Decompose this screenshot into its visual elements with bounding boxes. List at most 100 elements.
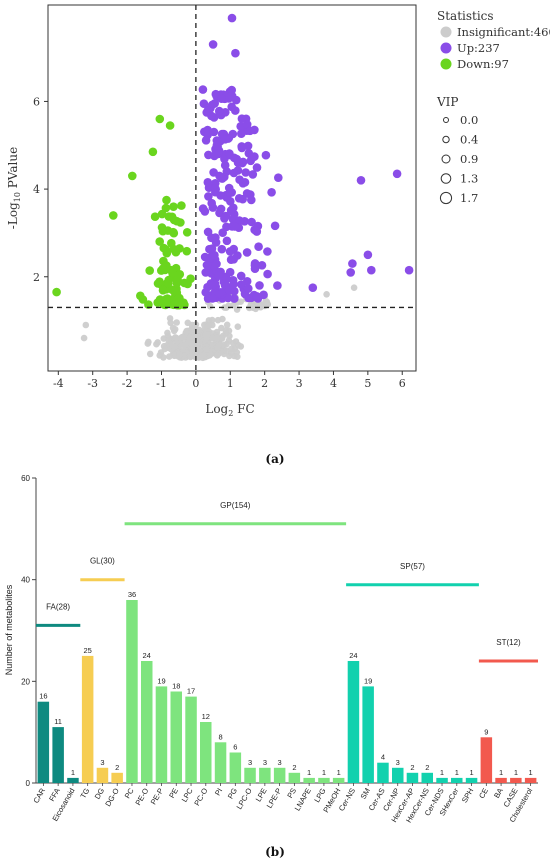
scatter-point-up [217,244,227,254]
scatter-point-up [236,271,246,281]
bar-lpc-o [244,767,256,784]
scatter-point-up [203,106,213,115]
scatter-point-down [180,278,189,288]
scatter-point-up [201,136,211,145]
vip-size-swatch [439,191,453,205]
scatter-point-insignificant [350,284,358,292]
bar-value-label: 1 [470,768,474,777]
bar-category-label: FFA [47,787,62,803]
bar-value-label: 1 [514,768,518,777]
scatter-point-down [155,277,164,287]
bar-value-label: 8 [219,732,223,741]
bar-value-label: 24 [143,651,151,660]
scatter-point-down [165,121,175,130]
vip-size-label: 0.0 [460,113,478,127]
scatter-point-up [203,294,213,303]
scatter-point-insignificant [166,315,174,322]
bar-hexcer-ns [421,772,433,783]
scatter-point-down [161,203,171,213]
x-tick-label: 2 [261,377,268,390]
scatter-point-up [273,281,282,290]
scatter-point-up [200,252,210,262]
scatter-point-up [211,187,220,197]
bar-y-axis-label: Number of metabolites [4,584,14,675]
scatter-point-insignificant [229,339,237,347]
scatter-point-down [159,300,169,309]
scatter-point-insignificant [171,326,179,333]
scatter-point-up [228,129,238,139]
bar-case [510,777,522,783]
legend-vip-title: VIP [436,95,458,109]
scatter-point-up [259,290,268,300]
scatter-point-up [222,274,231,283]
scatter-point-up [392,169,402,179]
scatter-point-insignificant [173,334,180,342]
bar-value-label: 1 [499,768,503,777]
volcano-x-axis-label: Log2 FC [205,402,254,418]
scatter-point-up [244,284,253,293]
bar-y-tick-label: 0 [26,779,31,788]
bar-sph [465,777,478,783]
scatter-point-insignificant [214,344,221,352]
scatter-point-insignificant [195,354,203,361]
bar-category-label: LPC-O [235,786,254,810]
group-label: ST(12) [496,638,521,647]
bar-category-label: SM [359,787,372,801]
scatter-point-up [208,40,218,49]
scatter-point-up [255,281,264,290]
scatter-point-insignificant [165,336,172,344]
scatter-point-up [205,244,214,254]
x-tick-label: 0 [192,377,199,390]
scatter-point-insignificant [323,291,330,298]
bar-category-label: DG-O [103,786,121,808]
threshold-lines [48,5,416,371]
bar-value-label: 1 [307,768,311,777]
scatter-point-up [230,222,239,231]
bar-hexcer-ap [406,772,419,783]
bar-pmeoh [332,777,345,783]
legend-label: Down:97 [457,57,509,71]
scatter-point-up [231,48,240,58]
scatter-point-up [242,189,252,198]
x-tick-label: 1 [227,377,234,390]
bar-groups: FA(28) GL(30) GP(154) SP(57) ST(12) [36,501,538,663]
y-tick-label: 4 [33,183,40,196]
bar-y-tick-label: 20 [21,677,30,686]
scatter-point-insignificant [214,352,221,359]
bar-value-label: 24 [349,651,357,660]
bar-pc-o [200,722,212,783]
bar-value-label: 1 [440,768,444,777]
scatter-point-up [214,271,223,281]
x-tick-label: 6 [399,377,406,390]
scatter-point-up [211,89,221,99]
volcano-legend: Statistics Insignificant:460 Up:237 Down:9… [436,9,550,205]
scatter-point-up [227,91,237,101]
bar-category-label: CAR [31,786,47,805]
bar-value-label: 1 [337,768,341,777]
scatter-point-insignificant [234,323,242,331]
bar-pe-o [141,661,153,783]
scatter-point-up [222,236,232,246]
scatter-point-up [227,13,237,23]
group-label: FA(28) [46,602,70,611]
scatter-point-up [226,206,236,215]
group-label: SP(57) [400,562,425,571]
scatter-point-up [212,141,222,150]
scatter-point-down [158,226,168,236]
scatter-point-insignificant [161,345,169,353]
scatter-point-up [356,176,366,185]
scatter-point-up [242,248,252,257]
panel-label-a: (a) [265,452,284,466]
scatter-point-up [215,106,224,116]
bar-category-label: PE [167,787,180,800]
scatter-point-down [182,246,192,256]
scatter-point-insignificant [221,304,228,311]
bar-ffa [52,727,64,783]
scatter-point-down [150,212,160,221]
scatter-point-up [198,85,208,94]
volcano-points [52,13,414,362]
bar-value-label: 3 [278,758,282,767]
bar-ba [495,777,507,783]
scatter-point-up [263,269,272,279]
